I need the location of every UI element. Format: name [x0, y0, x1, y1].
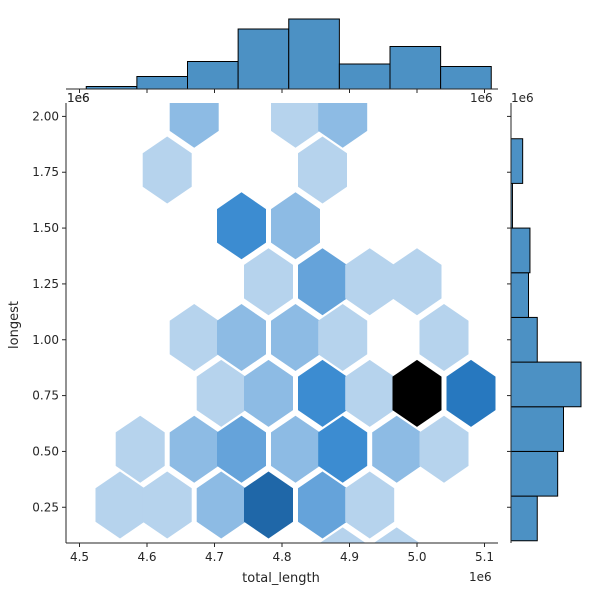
y-marginal-bar	[510, 272, 529, 318]
x-axis-label: total_length	[242, 571, 320, 586]
y-marginal-bar	[510, 227, 531, 274]
hexbin-cell	[298, 248, 347, 316]
hexbin-cell	[217, 192, 266, 260]
hexbin-cell	[95, 471, 145, 539]
hexbin-cell	[271, 304, 320, 371]
axes: 4.5 4.6 4.7 4.8 4.9 5.0 5.1 0.25 0.50 0.75 1.00 1.2…	[32, 103, 498, 564]
y-marginal-bar	[510, 361, 582, 408]
hexbin-cell	[372, 415, 422, 483]
hexbin-cell	[298, 359, 347, 427]
hexbin-cell	[217, 415, 266, 483]
y-tick-label: 0.50	[32, 444, 59, 458]
hexbin-cell	[271, 192, 320, 260]
hexbin-plot-area	[95, 103, 496, 543]
y-tick-label: 0.25	[32, 500, 59, 514]
hexbin-cell	[196, 471, 246, 539]
hexbin-cell	[345, 359, 395, 427]
hexbin-cell	[298, 471, 347, 539]
hexbin-cell	[318, 304, 368, 371]
y-tick-label: 1.00	[32, 333, 59, 347]
x-marginal-bar	[288, 18, 340, 90]
y-axis-offset-text: 1e6	[67, 91, 90, 105]
x-marginal-bar	[187, 61, 239, 90]
hexbin-cell	[142, 136, 192, 204]
x-marginal-offset-text-left: 1e6	[67, 91, 90, 105]
x-marginal-bar	[338, 63, 391, 90]
x-tick-label: 4.8	[272, 550, 291, 564]
x-tick-label: 5.0	[407, 550, 426, 564]
y-tick-label: 2.00	[32, 109, 59, 123]
y-marginal-bar	[510, 316, 538, 363]
y-tick-label: 1.25	[32, 277, 59, 291]
y-marginal-offset-text: 1e6	[511, 91, 534, 105]
hexbin-cell	[318, 103, 368, 148]
y-marginal-bar	[510, 138, 524, 184]
hexbin-cell	[142, 471, 192, 539]
hexbin-cell	[298, 136, 347, 204]
hexbin-cell	[392, 359, 442, 427]
hexbin-cell	[169, 415, 219, 483]
hexbin-cell	[392, 248, 442, 316]
hexbin-cell	[244, 359, 293, 427]
x-tick-label: 4.9	[340, 550, 359, 564]
x-marginal-bar	[389, 46, 442, 90]
hexbin-cell	[217, 304, 266, 371]
y-axis-label: longest	[7, 301, 22, 349]
x-marginal-offset-text-right: 1e6	[470, 91, 493, 105]
hexbin-cell	[319, 527, 366, 543]
x-axis-offset-text: 1e6	[469, 570, 492, 584]
y-marginal-bar	[510, 406, 564, 452]
hexbin-cell	[373, 527, 420, 543]
y-marginal-bar	[510, 495, 538, 542]
x-tick-label: 4.5	[70, 550, 89, 564]
x-tick-label: 4.7	[205, 550, 224, 564]
x-tick-label: 5.1	[475, 550, 494, 564]
y-tick-label: 1.50	[32, 221, 59, 235]
y-marginal-bar	[510, 450, 559, 497]
y-tick-label: 0.75	[32, 389, 59, 403]
hexbin-cell	[115, 415, 165, 483]
hexbin-cell	[169, 103, 219, 148]
y-marginal-histogram	[507, 103, 582, 543]
hexbin-cell	[318, 415, 368, 483]
x-marginal-bar	[237, 28, 290, 90]
hexbin-cell	[169, 304, 219, 371]
hexbin-cell	[419, 304, 469, 371]
hexbin-cell	[419, 415, 469, 483]
hexbin-cell	[244, 248, 293, 316]
x-tick-label: 4.6	[137, 550, 156, 564]
hexbin-cell	[196, 359, 246, 427]
hexbin-cell	[345, 248, 395, 316]
x-marginal-bar	[136, 76, 188, 90]
y-tick-label: 1.75	[32, 165, 59, 179]
hexbin-cell	[271, 103, 320, 148]
hexbin-cell	[446, 359, 496, 427]
hexbin-cell	[244, 471, 293, 539]
hexbin-cell	[345, 471, 395, 539]
hexbin-cell	[271, 415, 320, 483]
x-marginal-bar	[440, 66, 492, 90]
x-marginal-histogram	[66, 18, 498, 93]
